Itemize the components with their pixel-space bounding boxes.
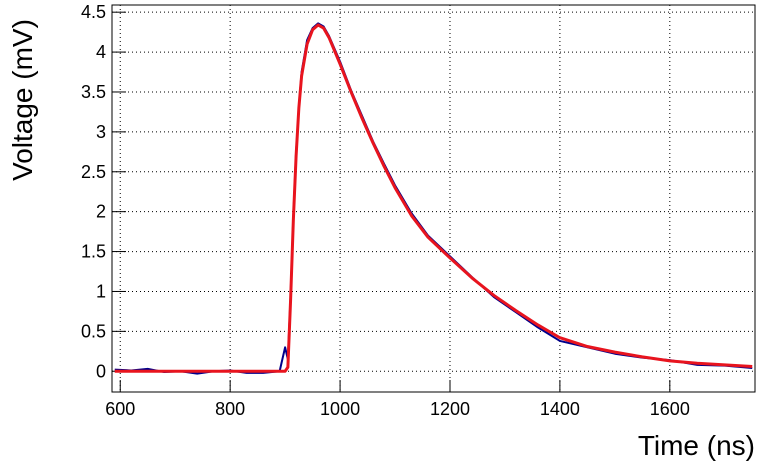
x-tick-label: 1400	[540, 399, 580, 419]
y-axis-title: Voltage (mV)	[7, 19, 38, 181]
y-tick-label: 0	[96, 361, 106, 381]
x-axis-title: Time (ns)	[638, 430, 755, 461]
y-tick-label: 1	[96, 281, 106, 301]
x-tick-label: 1000	[320, 399, 360, 419]
y-tick-label: 2	[96, 202, 106, 222]
y-tick-label: 1.5	[81, 242, 106, 262]
x-tick-label: 600	[105, 399, 135, 419]
x-tick-label: 1600	[650, 399, 690, 419]
x-tick-label: 1200	[430, 399, 470, 419]
y-tick-label: 3.5	[81, 82, 106, 102]
y-tick-label: 2.5	[81, 162, 106, 182]
y-tick-label: 3	[96, 122, 106, 142]
y-tick-label: 0.5	[81, 321, 106, 341]
y-tick-label: 4.5	[81, 2, 106, 22]
y-tick-label: 4	[96, 42, 106, 62]
plot-frame	[111, 4, 756, 393]
x-tick-label: 800	[215, 399, 245, 419]
series-line	[114, 23, 753, 373]
